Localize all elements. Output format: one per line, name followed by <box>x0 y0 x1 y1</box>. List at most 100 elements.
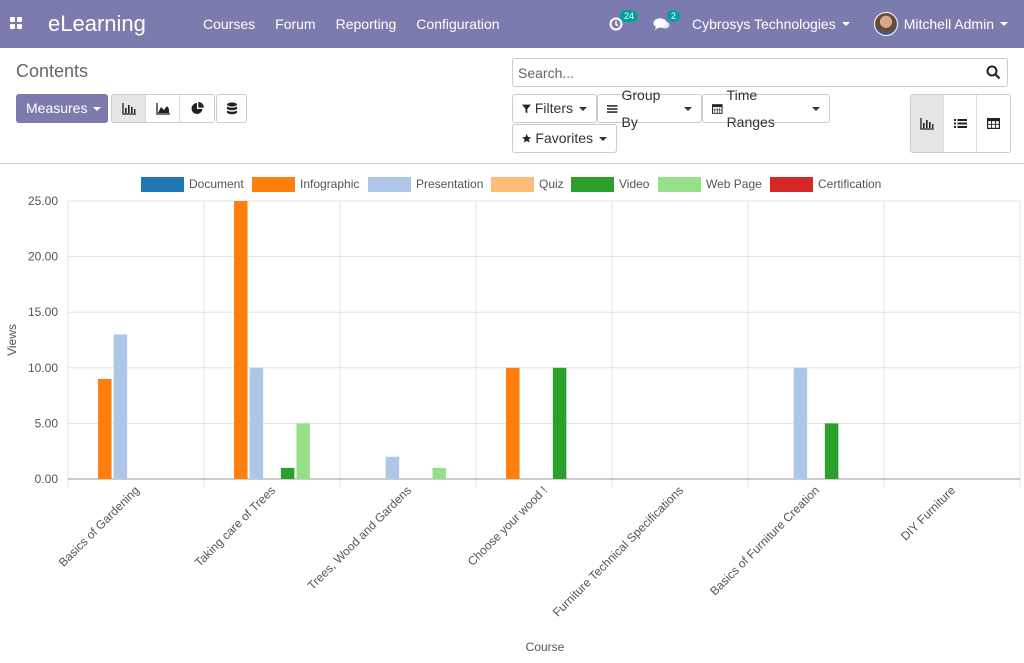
company-switcher[interactable]: Cybrosys Technologies <box>692 16 850 32</box>
bar <box>296 423 310 479</box>
x-tick-label: Taking care of Trees <box>192 483 278 569</box>
avatar <box>873 12 898 36</box>
legend-swatch <box>141 177 184 192</box>
pie-chart-mode-button[interactable] <box>180 95 214 122</box>
group-by-label: Group By <box>621 86 661 130</box>
bar <box>506 367 520 479</box>
company-name: Cybrosys Technologies <box>692 16 836 32</box>
y-tick-label: 25.00 <box>28 194 58 208</box>
search-bar <box>512 58 1008 87</box>
top-navbar: eLearning Courses Forum Reporting Config… <box>0 0 1024 48</box>
menu-item-configuration[interactable]: Configuration <box>416 16 500 32</box>
chart-mode-group <box>111 94 215 123</box>
chevron-down-icon <box>1000 22 1008 26</box>
list-view-button[interactable] <box>944 95 977 152</box>
legend-swatch <box>491 177 534 192</box>
search-icon[interactable] <box>986 65 1001 80</box>
bar <box>432 467 446 479</box>
star-icon <box>522 134 532 143</box>
bar <box>249 367 264 479</box>
legend-swatch <box>252 177 295 192</box>
chevron-down-icon <box>93 107 102 112</box>
y-tick-label: 0.00 <box>35 472 59 486</box>
legend-swatch <box>571 177 614 192</box>
bars-icon <box>607 104 618 113</box>
favorites-label: Favorites <box>535 130 593 146</box>
line-chart-mode-button[interactable] <box>146 95 180 122</box>
calendar-icon <box>712 104 723 114</box>
group-by-dropdown[interactable]: Group By <box>597 87 702 130</box>
filter-icon <box>522 104 531 113</box>
clock-icon <box>609 17 623 31</box>
breadcrumb: Contents <box>16 61 89 81</box>
menu-item-courses[interactable]: Courses <box>203 16 256 32</box>
comments-icon <box>653 18 670 30</box>
legend-label: Web Page <box>706 177 762 191</box>
pivot-view-button[interactable] <box>977 95 1010 152</box>
graph-area: Document Infographic Presentation Quiz Video… <box>0 165 1024 658</box>
systray: 24 2 Cybrosys Technologies Mitchell Admi… <box>609 0 1024 48</box>
graph-view-icon <box>920 117 934 130</box>
bar <box>552 367 567 479</box>
messages-button[interactable]: 2 <box>653 10 681 31</box>
bar-chart-icon <box>121 102 136 115</box>
time-ranges-dropdown[interactable]: Time Ranges <box>702 87 830 130</box>
search-input[interactable] <box>513 59 973 86</box>
control-panel: Contents Measures Filters Group By Time … <box>0 48 1024 164</box>
measures-button[interactable]: Measures <box>16 94 108 123</box>
y-tick-label: 5.00 <box>35 416 59 430</box>
legend-label: Video <box>619 177 650 191</box>
legend-label: Infographic <box>300 177 359 191</box>
bar-chart-mode-button[interactable] <box>112 95 146 122</box>
y-tick-label: 15.00 <box>28 305 58 319</box>
x-tick-label: Basics of Furniture Creation <box>707 483 822 598</box>
x-tick-label: Choose your wood ! <box>465 483 550 568</box>
y-tick-label: 10.00 <box>28 361 58 375</box>
apps-menu-icon[interactable] <box>10 17 22 29</box>
legend-label: Certification <box>818 177 881 191</box>
database-icon <box>226 102 237 115</box>
chevron-down-icon <box>579 106 587 111</box>
filters-dropdown[interactable]: Filters <box>512 94 597 123</box>
y-tick-label: 20.00 <box>28 250 58 264</box>
menu-item-reporting[interactable]: Reporting <box>335 16 397 32</box>
x-tick-label: Trees, Wood and Gardens <box>305 483 414 592</box>
x-tick-label: DIY Furniture <box>898 483 958 543</box>
pivot-view-icon <box>987 118 1000 129</box>
view-switcher <box>910 94 1011 153</box>
stacked-toggle-button[interactable] <box>216 94 247 123</box>
legend-swatch <box>658 177 701 192</box>
bar <box>280 467 295 479</box>
chevron-down-icon <box>841 22 850 26</box>
legend-swatch <box>770 177 813 192</box>
legend-swatch <box>368 177 411 192</box>
legend-label: Document <box>189 177 244 191</box>
app-brand[interactable]: eLearning <box>48 11 146 36</box>
bar <box>824 423 839 479</box>
user-name: Mitchell Admin <box>903 16 994 32</box>
user-menu[interactable]: Mitchell Admin <box>873 12 1008 36</box>
favorites-dropdown[interactable]: Favorites <box>512 124 617 153</box>
x-axis-label: Course <box>526 640 565 654</box>
activity-button[interactable]: 24 <box>609 10 639 31</box>
bar <box>98 378 112 479</box>
filters-label: Filters <box>534 100 573 116</box>
bar <box>793 367 808 479</box>
list-view-icon <box>953 119 967 128</box>
measures-label: Measures <box>26 100 88 116</box>
time-ranges-label: Time Ranges <box>726 86 775 130</box>
legend-label: Quiz <box>539 177 564 191</box>
bar <box>234 201 248 479</box>
menu-item-forum[interactable]: Forum <box>275 16 316 32</box>
main-menu: Courses Forum Reporting Configuration <box>193 0 510 48</box>
graph-view-button[interactable] <box>911 95 944 152</box>
chevron-down-icon <box>599 136 607 141</box>
x-tick-label: Furniture Technical Specifications <box>550 483 686 619</box>
bar-chart: Document Infographic Presentation Quiz Video… <box>5 177 1021 654</box>
bar <box>385 456 400 479</box>
x-tick-label: Basics of Gardening <box>56 483 142 569</box>
pie-chart-icon <box>191 102 204 114</box>
chevron-down-icon <box>812 106 820 111</box>
message-count-badge: 2 <box>667 10 681 22</box>
line-chart-icon <box>155 102 170 115</box>
